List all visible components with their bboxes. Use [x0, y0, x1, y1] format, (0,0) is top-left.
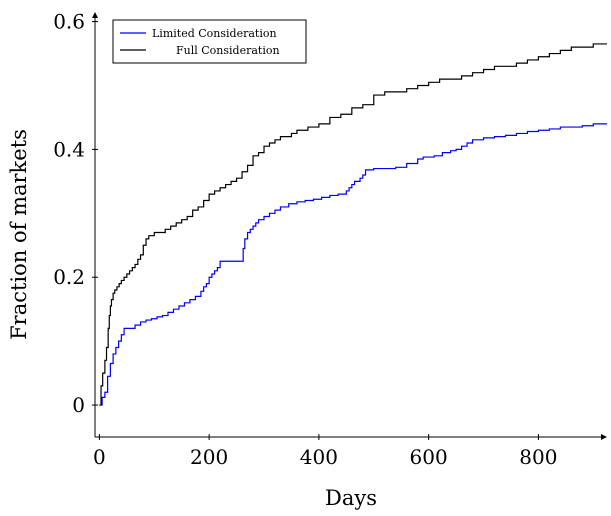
x-tick-label: 800	[519, 445, 557, 469]
x-tick-label: 200	[190, 445, 228, 469]
legend-label-limited-consideration: Limited Consideration	[152, 27, 277, 40]
x-ticks: 0 200 400 600 800	[93, 434, 557, 469]
y-tick-label: 0.4	[53, 137, 85, 161]
y-ticks: 0 0.2 0.4 0.6	[53, 10, 98, 417]
series-layer	[99, 43, 607, 406]
y-axis-arrowhead	[92, 12, 98, 18]
x-axis-label: Days	[325, 486, 377, 510]
y-tick-label: 0	[72, 393, 85, 417]
y-tick-label: 0.6	[53, 10, 85, 34]
series-line-full-consideration	[99, 43, 607, 406]
x-tick-label: 400	[300, 445, 338, 469]
legend-label-full-consideration: Full Consideration	[176, 44, 280, 57]
y-tick-label: 0.2	[53, 265, 85, 289]
axes	[92, 12, 607, 440]
y-axis-label: Fraction of markets	[7, 129, 31, 340]
x-tick-label: 600	[410, 445, 448, 469]
series-line-limited-consideration	[99, 123, 607, 406]
legend: Limited Consideration Full Consideration	[112, 19, 307, 64]
x-tick-label: 0	[93, 445, 106, 469]
x-axis-arrowhead	[601, 434, 607, 440]
legend-box	[112, 19, 307, 64]
